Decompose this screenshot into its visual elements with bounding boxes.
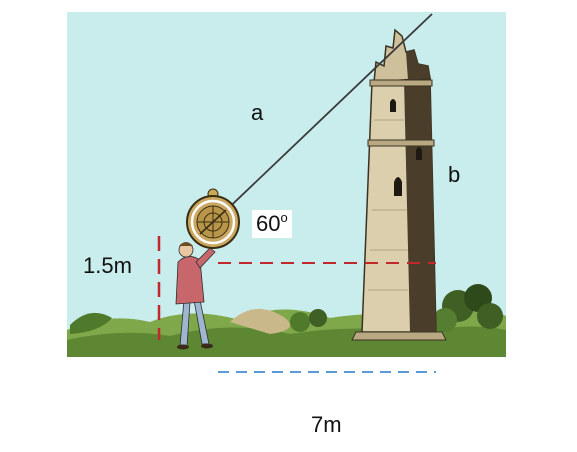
observer-height-label: 1.5m — [83, 253, 132, 278]
observer — [175, 242, 216, 350]
angle-label: 60o — [252, 210, 292, 238]
sky-background — [67, 12, 506, 357]
bushes — [290, 284, 503, 332]
label-a: a — [251, 100, 264, 125]
angle-unit: o — [280, 210, 288, 225]
base-distance-label: 7m — [311, 412, 342, 437]
label-b: b — [448, 162, 461, 187]
astrolabe-icon — [186, 188, 240, 249]
tower — [351, 28, 447, 341]
sight-line — [217, 13, 433, 219]
angle-value: 60 — [256, 211, 281, 236]
